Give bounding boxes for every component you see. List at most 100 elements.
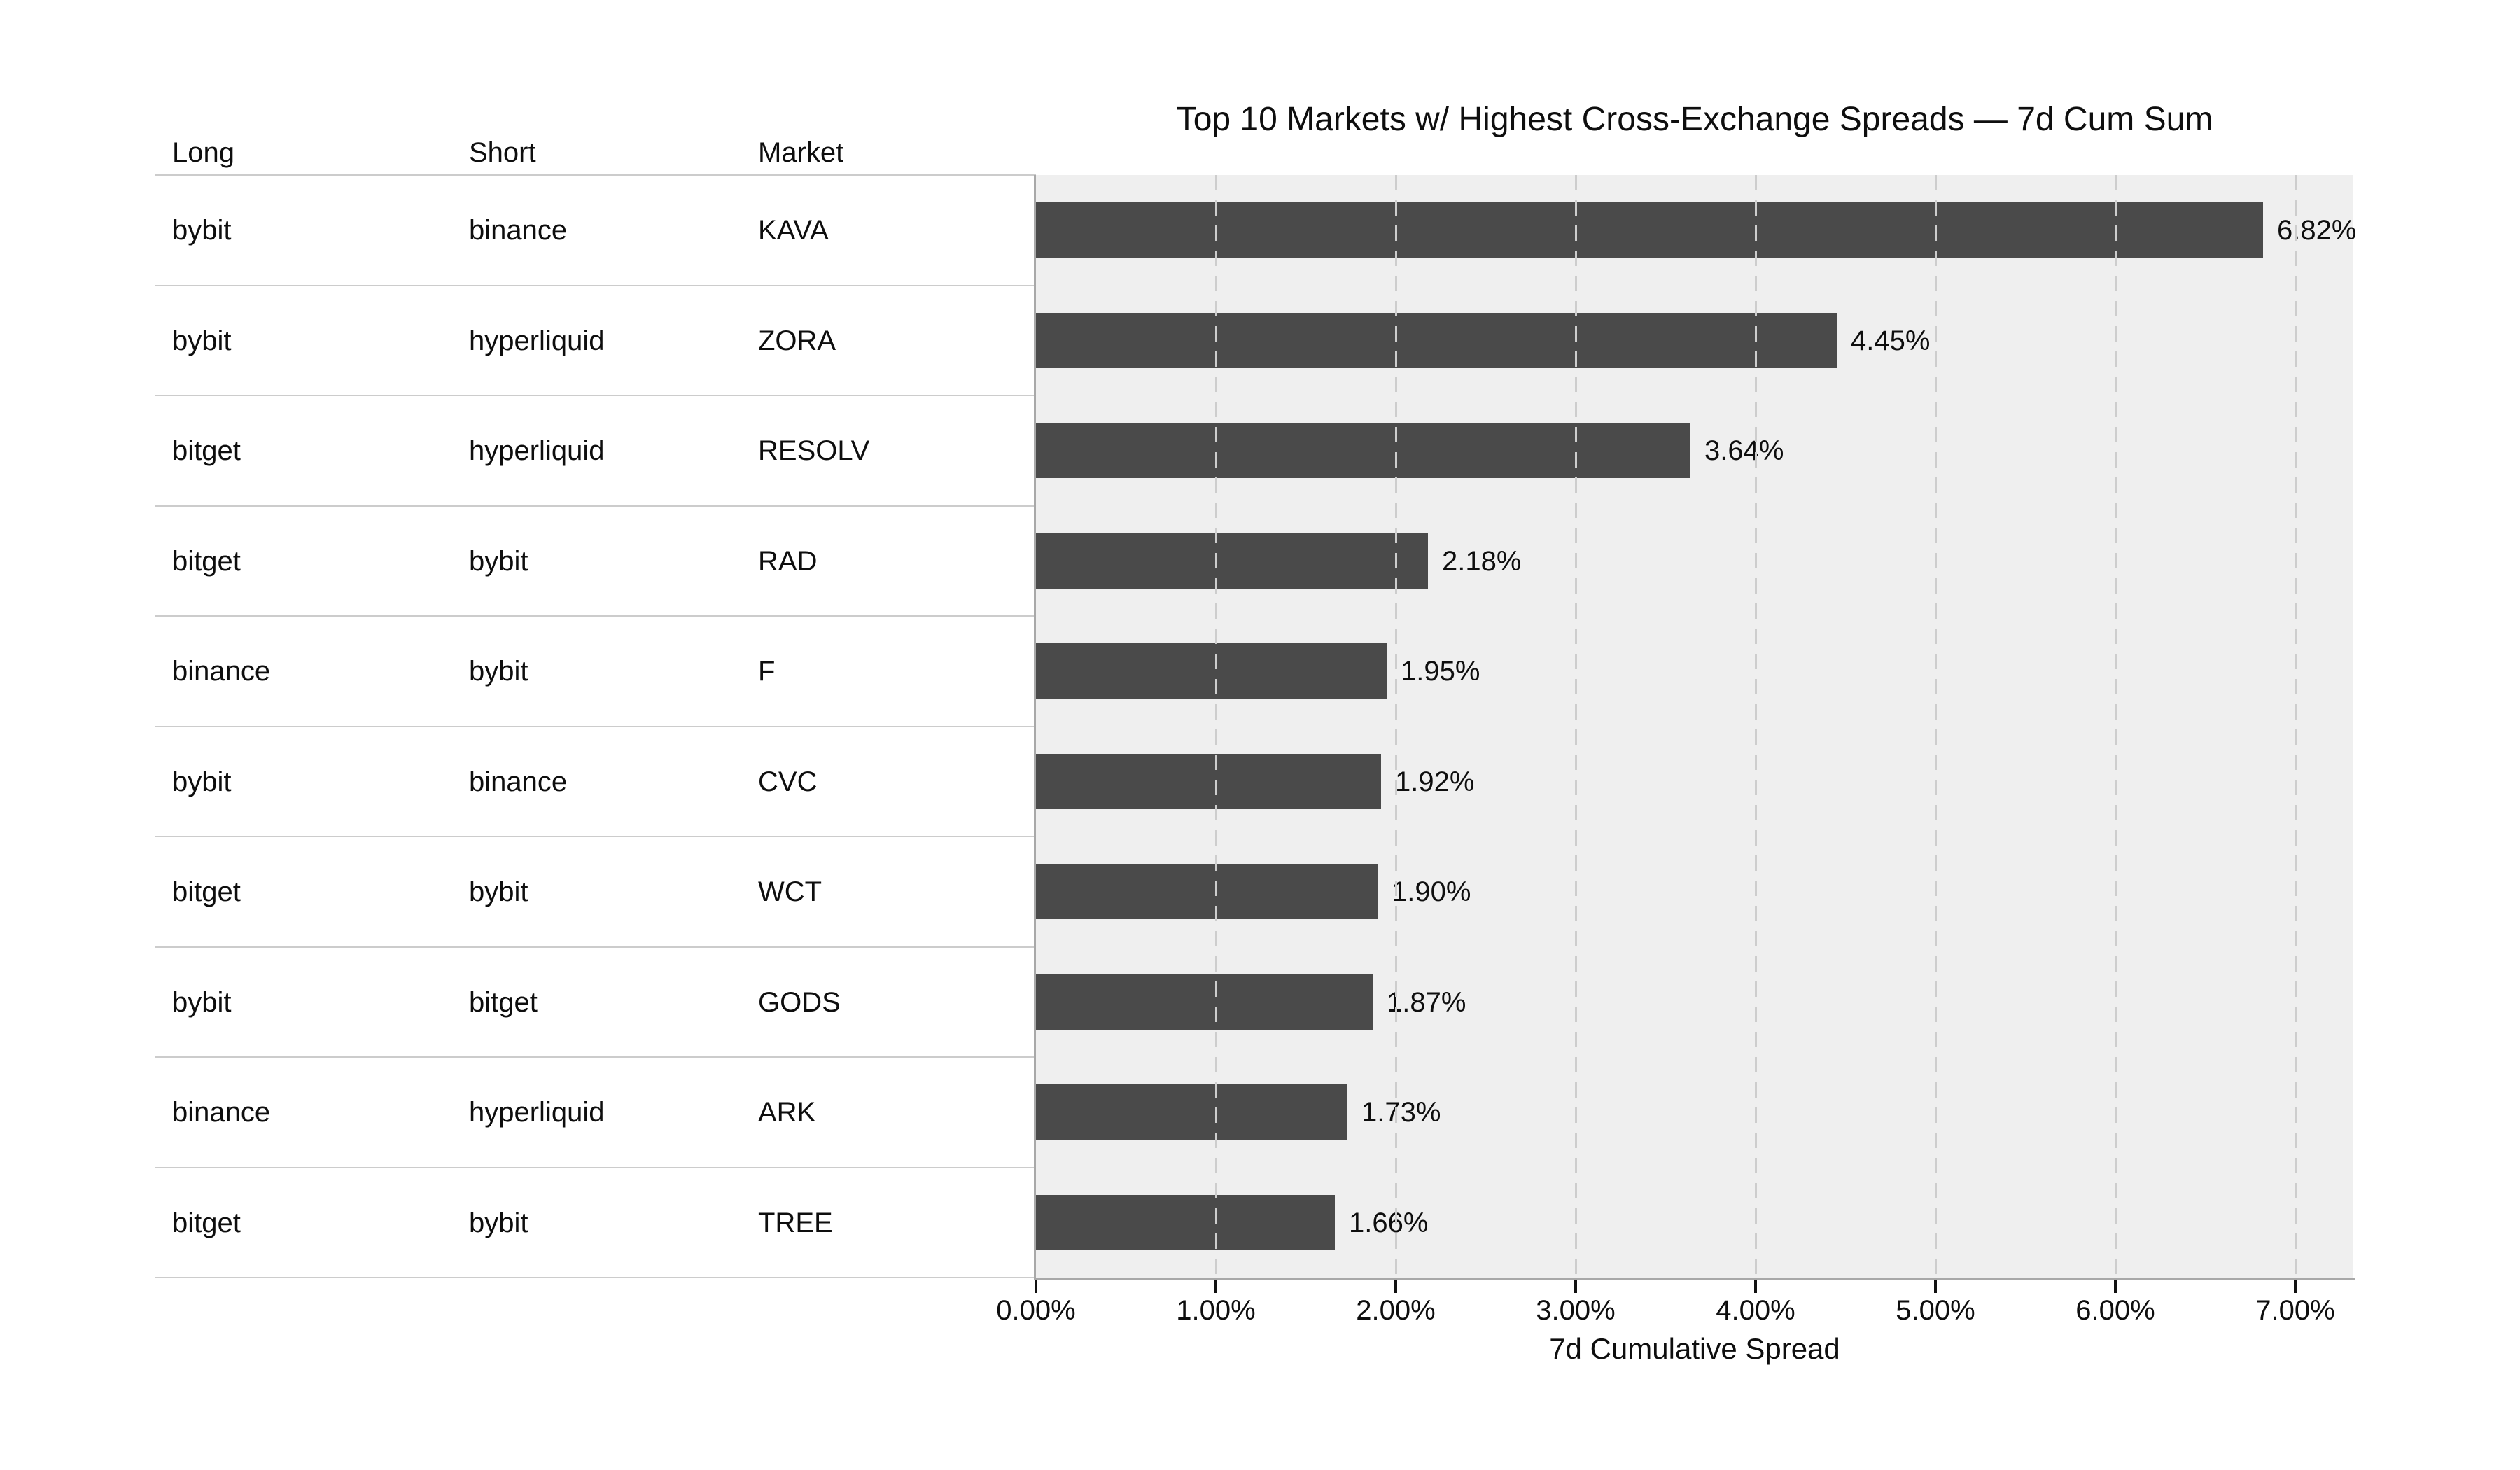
bar-row: 1.73%: [1036, 1057, 2353, 1167]
bar: [1036, 754, 1381, 809]
column-header-market: Market: [758, 137, 844, 168]
x-tick-label: 7.00%: [2255, 1295, 2335, 1326]
x-tick: [1035, 1280, 1037, 1293]
bar: [1036, 313, 1837, 368]
bar-value-label: 1.66%: [1349, 1207, 1429, 1238]
column-header-long: Long: [172, 137, 234, 168]
bar: [1036, 864, 1378, 919]
x-tick: [2294, 1280, 2297, 1293]
market-symbol: KAVA: [758, 214, 829, 246]
bar-value-label: 3.64%: [1704, 435, 1784, 466]
long-exchange: bybit: [172, 766, 232, 797]
table-row: binance hyperliquid ARK: [172, 1057, 1036, 1167]
row-separator: [155, 836, 1036, 837]
table-row: bitget bybit RAD: [172, 506, 1036, 616]
bar-value-label: 2.18%: [1442, 545, 1522, 577]
row-separator: [155, 946, 1036, 948]
table-row: bitget bybit TREE: [172, 1168, 1036, 1278]
long-exchange: bybit: [172, 214, 232, 246]
row-separator: [155, 285, 1036, 286]
plot-area: 6.82% 4.45% 3.64% 2.18% 1.95% 1.92% 1.90…: [1036, 175, 2357, 1278]
bar: [1036, 974, 1373, 1030]
long-exchange: bitget: [172, 1207, 241, 1238]
x-tick-label: 6.00%: [2076, 1295, 2155, 1326]
x-tick: [2114, 1280, 2117, 1293]
market-symbol: RAD: [758, 545, 818, 577]
short-exchange: binance: [469, 214, 568, 246]
row-separator: [155, 615, 1036, 617]
long-exchange: bitget: [172, 545, 241, 577]
bar: [1036, 1084, 1348, 1140]
market-symbol: CVC: [758, 766, 818, 797]
row-separator: [155, 1277, 1036, 1278]
long-exchange: binance: [172, 655, 271, 687]
market-symbol: WCT: [758, 876, 822, 907]
bar: [1036, 202, 2263, 258]
short-exchange: hyperliquid: [469, 1096, 605, 1128]
table-row: bybit binance KAVA: [172, 175, 1036, 285]
x-tick-label: 0.00%: [996, 1295, 1076, 1326]
short-exchange: hyperliquid: [469, 435, 605, 466]
row-separator: [155, 174, 1036, 176]
bar-row: 1.66%: [1036, 1168, 2353, 1278]
bar-row: 1.92%: [1036, 727, 2353, 836]
table-row: bitget hyperliquid RESOLV: [172, 396, 1036, 505]
bar-row: 4.45%: [1036, 286, 2353, 396]
table-row: bybit binance CVC: [172, 727, 1036, 836]
row-separator: [155, 726, 1036, 727]
long-exchange: bybit: [172, 325, 232, 356]
market-symbol: TREE: [758, 1207, 833, 1238]
bar-value-label: 1.73%: [1362, 1096, 1441, 1128]
long-exchange: binance: [172, 1096, 271, 1128]
bar: [1036, 643, 1387, 699]
market-symbol: ARK: [758, 1096, 816, 1128]
table-row: bybit hyperliquid ZORA: [172, 286, 1036, 396]
column-header-short: Short: [469, 137, 536, 168]
x-tick: [1394, 1280, 1397, 1293]
row-separator: [155, 1056, 1036, 1058]
bar: [1036, 1195, 1335, 1250]
row-separator: [155, 1167, 1036, 1168]
bar-value-label: 1.90%: [1392, 876, 1471, 907]
x-axis-title: 7d Cumulative Spread: [1549, 1332, 1840, 1365]
bar-value-label: 6.82%: [2277, 214, 2357, 246]
bar-row: 2.18%: [1036, 506, 2353, 616]
long-exchange: bitget: [172, 876, 241, 907]
short-exchange: bybit: [469, 545, 528, 577]
bar-row: 3.64%: [1036, 396, 2353, 505]
x-tick: [1934, 1280, 1937, 1293]
short-exchange: bybit: [469, 1207, 528, 1238]
x-tick-label: 3.00%: [1536, 1295, 1616, 1326]
short-exchange: binance: [469, 766, 568, 797]
long-exchange: bybit: [172, 986, 232, 1018]
x-tick-label: 2.00%: [1356, 1295, 1436, 1326]
x-axis-spine: [1034, 1278, 2356, 1280]
x-tick-label: 4.00%: [1716, 1295, 1795, 1326]
x-tick: [1214, 1280, 1217, 1293]
bar-value-label: 1.92%: [1395, 766, 1475, 797]
bar-value-label: 4.45%: [1851, 325, 1931, 356]
market-symbol: ZORA: [758, 325, 836, 356]
bar-row: 1.95%: [1036, 616, 2353, 726]
bar-value-label: 1.87%: [1387, 986, 1466, 1018]
bar-value-label: 1.95%: [1401, 655, 1480, 687]
x-tick: [1574, 1280, 1577, 1293]
market-symbol: RESOLV: [758, 435, 870, 466]
market-symbol: GODS: [758, 986, 841, 1018]
short-exchange: bitget: [469, 986, 538, 1018]
row-separator: [155, 505, 1036, 507]
short-exchange: hyperliquid: [469, 325, 605, 356]
long-exchange: bitget: [172, 435, 241, 466]
bar-row: 1.87%: [1036, 947, 2353, 1057]
short-exchange: bybit: [469, 655, 528, 687]
table-row: bybit bitget GODS: [172, 947, 1036, 1057]
bar: [1036, 533, 1428, 589]
chart-title: Top 10 Markets w/ Highest Cross-Exchange…: [1176, 101, 2213, 138]
bar-row: 1.90%: [1036, 836, 2353, 946]
y-axis-spine: [1034, 175, 1036, 1280]
x-tick-label: 1.00%: [1176, 1295, 1256, 1326]
bar-row: 6.82%: [1036, 175, 2357, 285]
row-separator: [155, 395, 1036, 396]
short-exchange: bybit: [469, 876, 528, 907]
